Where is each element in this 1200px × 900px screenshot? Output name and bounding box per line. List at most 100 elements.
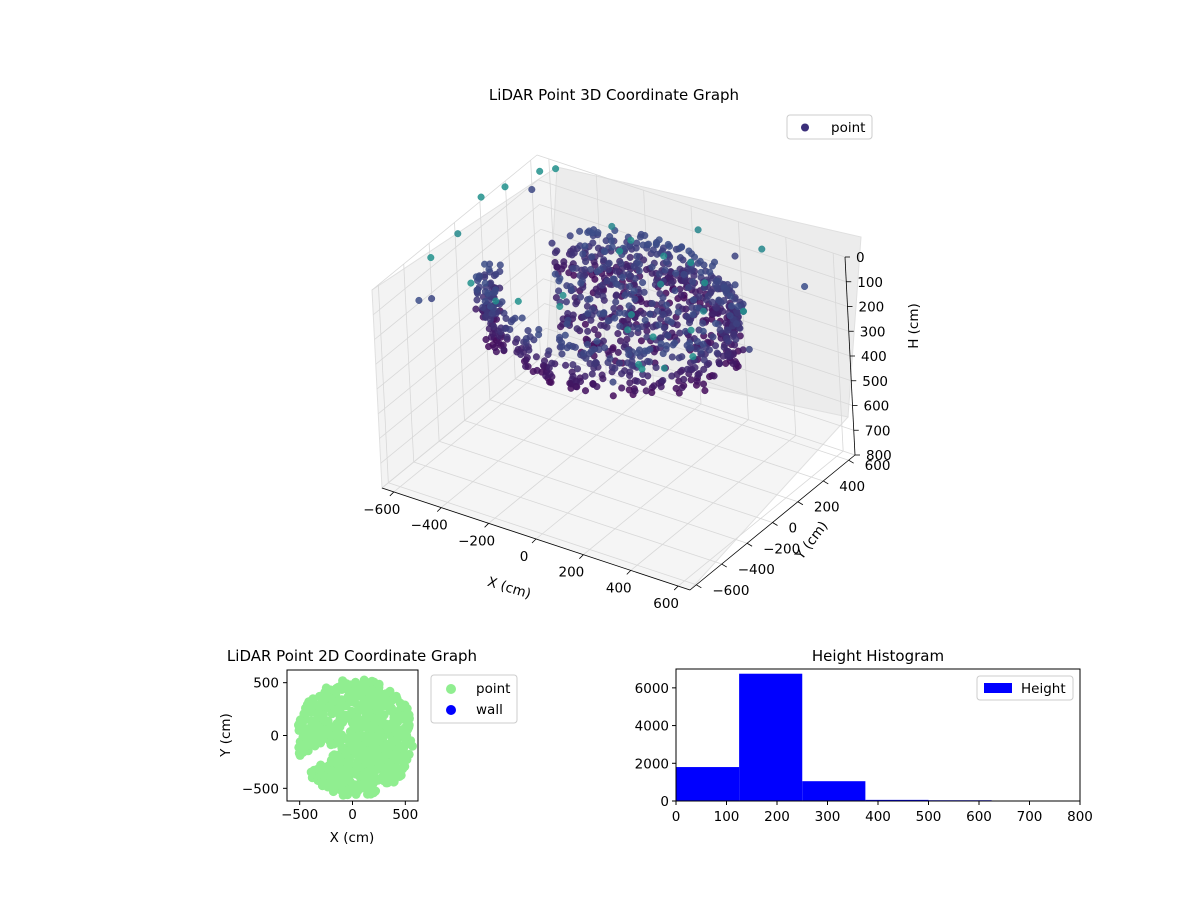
lidar-point (732, 335, 740, 343)
point-2d (402, 704, 412, 714)
plot-3d: LiDAR Point 3D Coordinate Graph −600 −400… (363, 86, 922, 612)
lidar-point (726, 312, 734, 320)
plot3d-legend-label: point (831, 120, 865, 136)
lidar-point (607, 237, 615, 245)
lidar-point (701, 387, 709, 395)
lidar-point (689, 278, 697, 286)
lidar-point (577, 279, 585, 287)
lidar-point (739, 346, 747, 354)
plot2d-point-group (294, 675, 417, 800)
lidar-point (648, 263, 656, 271)
lidar-point (614, 330, 622, 338)
lidar-point (621, 291, 629, 299)
lidar-point (667, 318, 675, 326)
lidar-point (473, 286, 481, 294)
lidar-point (726, 292, 734, 300)
lidar-point (705, 346, 713, 354)
lidar-point (638, 365, 646, 373)
lidar-point (593, 337, 601, 345)
lidar-point (671, 287, 679, 295)
lidar-point (712, 319, 720, 327)
lidar-point (642, 387, 650, 395)
lidar-point (740, 307, 748, 315)
point-2d (301, 707, 311, 717)
lidar-point (700, 261, 708, 269)
lidar-point (701, 279, 709, 287)
grid-y-floor (515, 378, 824, 482)
lidar-point (729, 360, 737, 368)
lidar-point (589, 239, 597, 247)
lidar-point (582, 258, 590, 266)
lidar-point (724, 350, 732, 358)
point-2d (363, 746, 373, 756)
lidar-point (687, 326, 695, 334)
lidar-point (733, 320, 741, 328)
lidar-point (722, 359, 730, 367)
lidar-point (562, 361, 570, 369)
plot2d-legend-wall: wall (476, 702, 503, 718)
lidar-point (507, 318, 515, 326)
lidar-point (598, 281, 606, 289)
lidar-point (706, 268, 714, 276)
x-tick-label: −600 (363, 502, 400, 518)
lidar-point (599, 375, 607, 383)
lidar-point (545, 347, 553, 355)
plot3d-grid (371, 154, 856, 587)
y-tick-label-2d: 0 (270, 729, 279, 745)
x-tick-label-2d: 0 (348, 807, 357, 823)
lidar-point (675, 354, 683, 362)
plot3d-legend: point (786, 114, 873, 140)
lidar-point (536, 167, 544, 175)
lidar-point (584, 309, 592, 317)
lidar-point (558, 350, 566, 358)
lidar-point (506, 326, 514, 334)
lidar-point (547, 378, 555, 386)
lidar-point (588, 253, 596, 261)
lidar-point (524, 327, 532, 335)
grid-y-floor (464, 420, 773, 523)
lidar-point (560, 258, 568, 266)
point-2d (351, 732, 361, 742)
grid-z-left (371, 154, 538, 291)
lidar-point (600, 247, 608, 255)
lidar-point (517, 351, 525, 359)
lidar-point (587, 266, 595, 274)
lidar-point (568, 251, 576, 259)
lidar-point (581, 320, 589, 328)
lidar-point (646, 310, 654, 318)
lidar-point (591, 360, 599, 368)
lidar-point (656, 334, 664, 342)
lidar-point (485, 265, 493, 273)
point-2d (392, 694, 402, 704)
point-2d (338, 790, 348, 800)
plot3d-ticks: −600−400−2000200400600−600−400−200020040… (363, 250, 891, 612)
lidar-point (593, 383, 601, 391)
lidar-point (693, 377, 701, 385)
lidar-point (719, 307, 727, 315)
point-2d (354, 682, 364, 692)
lidar-point (599, 292, 607, 300)
z-tick-label: 700 (865, 423, 891, 439)
lidar-point (591, 326, 599, 334)
hist-legend-label: Height (1021, 681, 1066, 697)
point-2d (319, 771, 329, 781)
lidar-point (689, 311, 697, 319)
lidar-point (616, 322, 624, 330)
point-2d (371, 688, 381, 698)
lidar-point (605, 259, 613, 267)
lidar-point (699, 340, 707, 348)
lidar-point (454, 230, 462, 238)
lidar-point (689, 353, 697, 361)
lidar-point (678, 384, 686, 392)
plot2d-legend-marker-wall (446, 705, 456, 715)
lidar-point (661, 266, 669, 274)
point-2d (361, 702, 371, 711)
lidar-point (683, 365, 691, 373)
lidar-point (626, 283, 634, 291)
grid-y-floor (438, 440, 748, 544)
lidar-point (630, 287, 638, 295)
lidar-point (700, 365, 708, 373)
point-2d (312, 735, 322, 745)
point-2d (294, 742, 304, 752)
lidar-point (481, 297, 489, 305)
